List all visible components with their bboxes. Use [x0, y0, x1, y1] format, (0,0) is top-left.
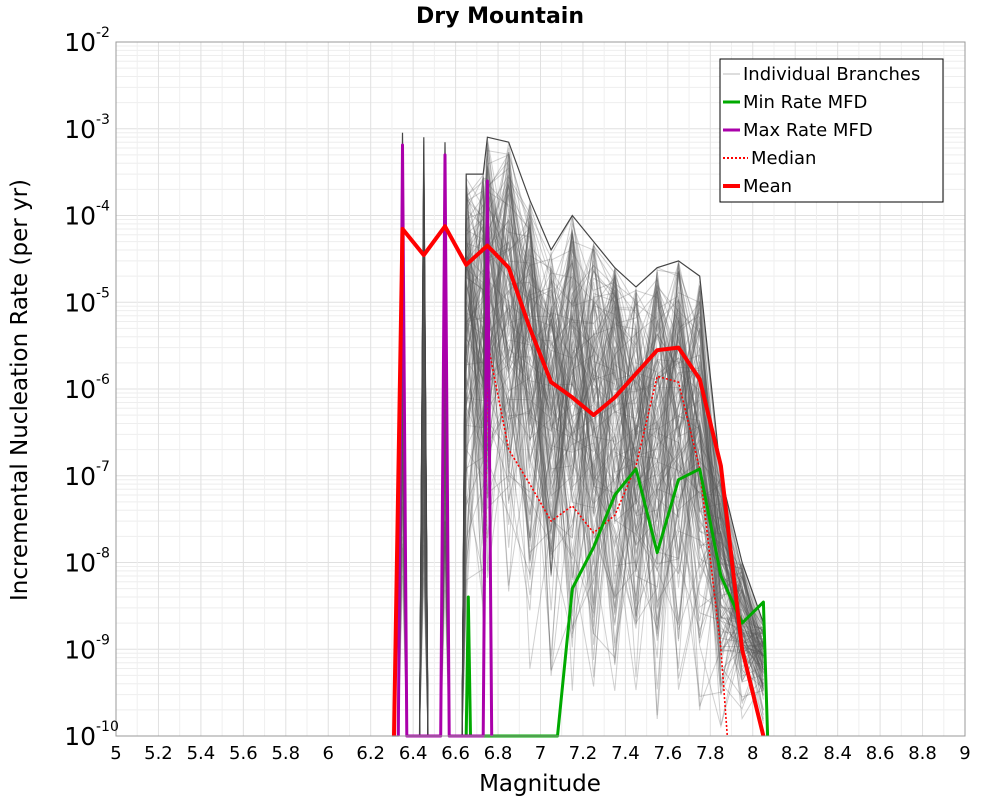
x-tick-label: 8.2 — [781, 743, 810, 764]
y-tick-label: 10 -2 — [64, 25, 110, 57]
y-tick-label: 10 -10 — [64, 719, 119, 751]
y-tick-exponent: -7 — [96, 459, 110, 475]
y-tick-label: 10 -6 — [64, 372, 110, 404]
x-tick-label: 5.4 — [187, 743, 216, 764]
y-axis-label: Incremental Nucleation Rate (per yr) — [7, 179, 33, 601]
individual-branch-line — [391, 140, 764, 737]
individual-branch-line — [391, 276, 764, 737]
x-axis-label: Magnitude — [479, 771, 601, 797]
plot-frame — [115, 41, 966, 737]
x-tick-label: 6.6 — [441, 743, 470, 764]
x-tick-label: 7.2 — [569, 743, 598, 764]
individual-branch-line — [391, 333, 764, 737]
y-tick-label: 10 -8 — [64, 546, 110, 578]
y-tick-label: 10 -3 — [64, 112, 110, 144]
individual-branch-line — [391, 163, 764, 737]
legend-label: Mean — [743, 176, 792, 197]
y-tick-base: 10 — [64, 202, 96, 231]
x-tick-label: 7.8 — [696, 743, 725, 764]
individual-branch-line — [391, 153, 764, 737]
x-tick-label: 6 — [323, 743, 334, 764]
y-tick-label: 10 -4 — [64, 199, 110, 231]
grid — [115, 42, 966, 737]
individual-branches-envelope — [391, 132, 764, 737]
y-tick-base: 10 — [64, 635, 96, 664]
legend-label: Individual Branches — [743, 64, 920, 85]
legend: Individual Branches Min Rate MFD Max Rate … — [719, 58, 944, 203]
individual-branch-line — [391, 147, 764, 737]
x-tick-label: 5 — [110, 743, 121, 764]
x-tick-label: 7 — [535, 743, 546, 764]
y-tick-exponent: -2 — [96, 25, 110, 41]
y-tick-exponent: -3 — [96, 112, 110, 128]
x-tick-label: 6.4 — [399, 743, 428, 764]
legend-item: Mean — [723, 176, 792, 197]
x-tick-label: 8.4 — [823, 743, 852, 764]
legend-label: Min Rate MFD — [743, 92, 867, 113]
individual-branch-line — [391, 233, 764, 737]
x-tick-label: 7.4 — [611, 743, 640, 764]
y-tick-exponent: -8 — [96, 546, 110, 562]
individual-branch-line — [391, 260, 764, 737]
x-tick-label: 5.2 — [144, 743, 173, 764]
legend-box — [719, 58, 944, 203]
x-tick-label: 6.2 — [356, 743, 385, 764]
y-tick-base: 10 — [64, 28, 96, 57]
legend-label: Median — [751, 148, 816, 169]
y-tick-label: 10 -7 — [64, 459, 110, 491]
legend-item: Min Rate MFD — [723, 92, 867, 113]
chart-title: Dry Mountain — [416, 4, 584, 29]
x-axis-ticks: 5 5.2 5.4 5.6 5.8 6 6.2 6.4 6.6 6.8 7 7.2 7.4 7.6 7.8 8… — [110, 743, 970, 764]
individual-branch-line — [391, 250, 764, 737]
x-tick-label: 9 — [959, 743, 970, 764]
y-tick-base: 10 — [64, 462, 96, 491]
legend-item: Max Rate MFD — [723, 120, 873, 141]
x-tick-label: 8.6 — [866, 743, 895, 764]
y-tick-exponent: -9 — [96, 632, 110, 648]
y-tick-base: 10 — [64, 375, 96, 404]
y-tick-exponent: -6 — [96, 372, 110, 388]
x-tick-label: 7.6 — [654, 743, 683, 764]
individual-branch-line — [391, 248, 764, 737]
legend-label: Max Rate MFD — [743, 120, 873, 141]
legend-item: Individual Branches — [723, 64, 920, 85]
x-tick-label: 6.8 — [484, 743, 513, 764]
y-tick-base: 10 — [64, 115, 96, 144]
y-tick-base: 10 — [64, 288, 96, 317]
individual-branch-line — [391, 174, 764, 737]
individual-branch-line — [391, 174, 764, 737]
y-tick-base: 10 — [64, 549, 96, 578]
y-tick-label: 10 -5 — [64, 285, 110, 317]
y-tick-exponent: -5 — [96, 285, 110, 301]
x-tick-label: 8.8 — [908, 743, 937, 764]
legend-item: Median — [723, 148, 816, 169]
x-tick-label: 5.6 — [229, 743, 258, 764]
x-tick-label: 5.8 — [271, 743, 300, 764]
y-tick-base: 10 — [64, 722, 96, 751]
x-tick-label: 8 — [747, 743, 758, 764]
y-tick-label: 10 -9 — [64, 632, 110, 664]
series-mean — [392, 224, 766, 737]
y-tick-exponent: -10 — [96, 719, 119, 735]
y-tick-exponent: -4 — [96, 199, 110, 215]
